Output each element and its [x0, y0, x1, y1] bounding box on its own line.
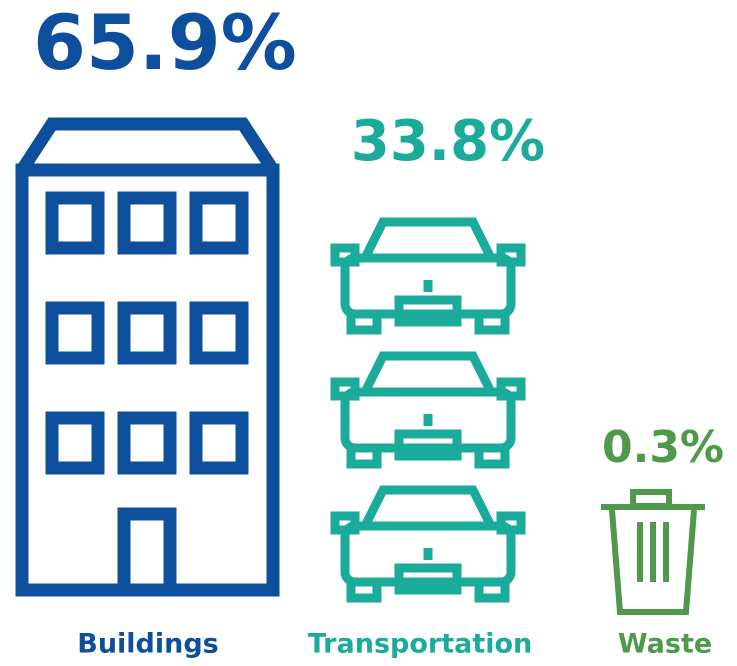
category-label: Transportation: [308, 629, 533, 660]
trash-icon: [601, 489, 705, 615]
category-label: Waste: [618, 629, 712, 660]
building-icon: [15, 117, 280, 597]
value-label: 65.9%: [33, 0, 297, 87]
car-icons: [335, 222, 521, 598]
value-label: 33.8%: [351, 109, 545, 174]
category-label: Buildings: [77, 629, 219, 660]
value-label: 0.3%: [602, 422, 724, 473]
